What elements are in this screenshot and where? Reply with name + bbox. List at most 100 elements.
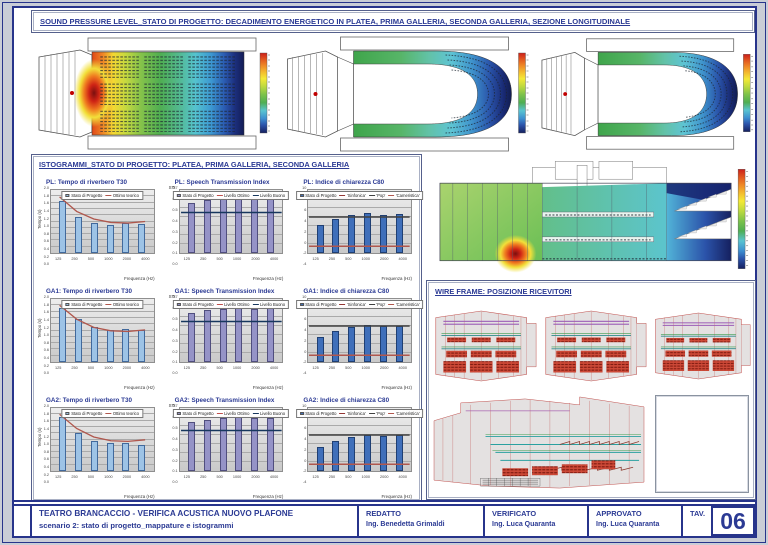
- gridline: [179, 234, 283, 235]
- chart-plot: Stato di Progetto Ottimo teorico: [50, 407, 155, 472]
- bars: [51, 408, 154, 471]
- legend-item: Livello Ottimo: [216, 302, 250, 307]
- legend-label: Stato di Progetto: [71, 411, 103, 416]
- chart-ga2-sti: GA2: Speech Transmission Index Stato di P…: [163, 392, 292, 501]
- y-tick-label: 1.0: [43, 333, 49, 338]
- legend-item: 'Cameristica': [388, 193, 420, 198]
- legend-line-swatch: [388, 195, 395, 196]
- y-tick-label: 0.0: [172, 262, 178, 267]
- y-tick-label: 1.8: [43, 302, 49, 307]
- y-tick-label: 0.3: [172, 229, 178, 234]
- charts-grid: PL: Tempo di riverbero T30 Stato di Proge…: [34, 174, 424, 501]
- chart-title: PL: Speech Transmission Index: [174, 179, 270, 186]
- legend-label: Stato di Progetto: [182, 302, 214, 307]
- y-tick-label: 0: [304, 458, 307, 463]
- x-tick-label: 250: [328, 475, 336, 479]
- y-tick-label: 1.6: [43, 419, 49, 424]
- gridline: [51, 425, 154, 427]
- chart-title: GA1: Speech Transmission Index: [174, 288, 275, 295]
- y-tick-label: 0.8: [43, 231, 49, 236]
- y-tick-label: 4: [304, 327, 307, 332]
- bar: [138, 444, 146, 471]
- gridline: [51, 233, 154, 235]
- legend-item: 'Pop': [368, 411, 386, 416]
- x-tick-label: 125: [55, 257, 62, 261]
- legend-item: Stato di Progetto: [176, 193, 214, 198]
- y-tick-label: 4: [304, 436, 307, 441]
- legend-label: Ottimo teorico: [112, 302, 139, 307]
- x-axis-label: Frequenza (Hz): [381, 494, 412, 499]
- section-outline: [439, 182, 732, 262]
- gridline: [179, 425, 283, 426]
- legend-label: 'Pop': [376, 411, 386, 416]
- legend-label: 'Pop': [376, 302, 386, 307]
- gridline: [51, 354, 154, 356]
- x-tick-label: 1000: [232, 366, 242, 370]
- bar: [364, 213, 371, 253]
- color-scale: [518, 52, 529, 134]
- legend-label: 'Sinfonica': [346, 411, 366, 416]
- x-tick-label: 500: [345, 366, 352, 370]
- x-tick-label: 500: [87, 475, 95, 479]
- chart-title: PL: Tempo di riverbero T30: [46, 179, 128, 186]
- project-subtitle: scenario 2: stato di progetto_mappature …: [39, 521, 234, 530]
- sound-source-marker: [70, 91, 74, 95]
- y-tick-label: 2: [304, 229, 307, 234]
- legend-line-swatch: [388, 413, 395, 414]
- y-tick-label: 0.0: [43, 480, 49, 485]
- legend-label: 'Cameristica': [395, 193, 420, 198]
- gridline: [179, 325, 283, 326]
- bar: [188, 202, 196, 253]
- chart-plot-area: Stato di Progetto Ottimo teorico 0.0 0.2 0.4…: [44, 186, 155, 266]
- x-axis-label: Frequenza (Hz): [124, 494, 155, 499]
- chart-plot-area: Stato di Progetto Livello Ottimo Livello B…: [172, 186, 290, 266]
- bar: [379, 435, 387, 471]
- y-tick-label: 6: [304, 207, 307, 212]
- chart-plot-area: Stato di Progetto 'Sinfonica' 'Pop' 'Cameri…: [295, 404, 424, 484]
- x-tick-label: 1000: [361, 366, 370, 370]
- legend-line-swatch: [368, 413, 375, 414]
- gridline: [51, 463, 154, 465]
- legend-line-swatch: [339, 413, 346, 414]
- bar: [348, 436, 356, 471]
- y-tick-label: -4: [302, 480, 307, 485]
- x-tick-label: 250: [328, 366, 336, 370]
- x-tick-label: 4000: [269, 475, 279, 479]
- verificato-label: VERIFICATO: [492, 509, 537, 518]
- redatto-label: REDATTO: [366, 509, 402, 518]
- y-tick-label: 10: [302, 404, 307, 409]
- x-tick-labels: 125 250 500 1000 2000 4000: [50, 473, 155, 483]
- legend-item: 'Cameristica': [388, 411, 420, 416]
- sound-source-marker: [313, 92, 318, 96]
- gridline: [308, 461, 411, 462]
- chart-title: GA2: Tempo di riverbero T30: [46, 397, 132, 404]
- y-tick-label: 1.8: [43, 411, 49, 416]
- legend-item: Ottimo teorico: [105, 193, 139, 198]
- y-tick-label: 0.4: [172, 327, 178, 332]
- legend-line-swatch: [368, 304, 375, 305]
- legend-bar-swatch: [299, 302, 304, 307]
- x-tick-label: 4000: [141, 475, 150, 479]
- bar: [59, 201, 67, 253]
- x-tick-label: 2000: [380, 257, 389, 261]
- title-block-redatto-cell: REDATTO Ing. Benedetta Grimaldi: [357, 506, 483, 536]
- x-tick-label: 125: [312, 475, 319, 479]
- y-tick-label: 0.2: [43, 363, 49, 368]
- bar: [188, 421, 196, 471]
- bar: [203, 309, 211, 362]
- wall: [87, 135, 257, 150]
- x-axis-label: Frequenza (Hz): [252, 276, 284, 281]
- legend-line-swatch: [216, 195, 223, 196]
- bars: [180, 190, 283, 253]
- bar: [379, 326, 387, 362]
- legend-label: Stato di Progetto: [71, 193, 103, 198]
- reference-lines: [51, 190, 154, 253]
- chart-legend: Stato di Progetto Livello Ottimo Livello B…: [172, 409, 290, 418]
- legend-label: Livello Ottimo: [224, 302, 250, 307]
- x-tick-label: 4000: [398, 366, 407, 370]
- legend-bar-swatch: [65, 193, 70, 198]
- y-tick-label: 0: [304, 240, 307, 245]
- chart-legend: Stato di Progetto 'Sinfonica' 'Pop' 'Cameri…: [295, 300, 424, 309]
- gridline: [51, 342, 154, 344]
- y-tick-label: 1.2: [43, 325, 49, 330]
